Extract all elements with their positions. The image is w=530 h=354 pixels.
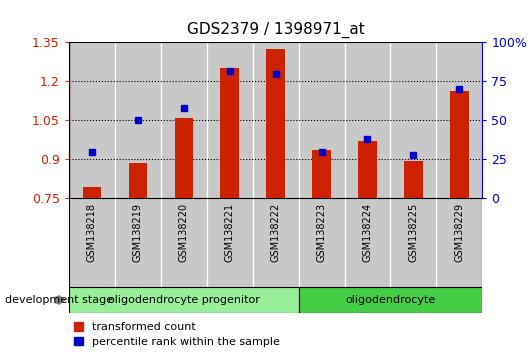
Text: GSM138222: GSM138222	[271, 202, 280, 262]
Bar	[267, 49, 285, 198]
Bar	[298, 42, 344, 198]
Bar	[161, 42, 207, 198]
Bar	[174, 118, 193, 198]
Text: GSM138220: GSM138220	[179, 202, 189, 262]
Bar	[404, 161, 422, 198]
Text: GSM138219: GSM138219	[133, 202, 143, 262]
Bar	[115, 198, 161, 287]
Bar	[298, 287, 482, 313]
FancyArrow shape	[56, 296, 65, 304]
Bar	[358, 141, 377, 198]
Bar	[344, 198, 391, 287]
Bar	[436, 42, 482, 198]
Bar	[298, 198, 344, 287]
Bar	[391, 198, 436, 287]
Bar	[115, 42, 161, 198]
Bar	[161, 198, 207, 287]
Text: oligodendrocyte progenitor: oligodendrocyte progenitor	[108, 295, 260, 305]
Bar	[69, 42, 115, 198]
Text: oligodendrocyte: oligodendrocyte	[346, 295, 436, 305]
Legend: transformed count, percentile rank within the sample: transformed count, percentile rank withi…	[74, 322, 280, 347]
Bar	[69, 198, 115, 287]
Bar	[253, 42, 298, 198]
Bar	[207, 42, 253, 198]
Bar	[129, 163, 147, 198]
Bar	[436, 198, 482, 287]
Text: GSM138229: GSM138229	[454, 202, 464, 262]
Text: GSM138225: GSM138225	[409, 202, 418, 262]
Bar	[253, 198, 298, 287]
Text: GSM138223: GSM138223	[316, 202, 326, 262]
Bar	[69, 287, 298, 313]
Text: GSM138224: GSM138224	[363, 202, 373, 262]
Text: GSM138218: GSM138218	[87, 202, 97, 262]
Bar	[450, 91, 469, 198]
Bar	[312, 150, 331, 198]
Bar	[391, 42, 436, 198]
Text: development stage: development stage	[5, 295, 113, 305]
Bar	[344, 42, 391, 198]
Bar	[207, 198, 253, 287]
Title: GDS2379 / 1398971_at: GDS2379 / 1398971_at	[187, 22, 365, 38]
Bar	[83, 187, 101, 198]
Text: GSM138221: GSM138221	[225, 202, 235, 262]
Bar	[220, 68, 239, 198]
